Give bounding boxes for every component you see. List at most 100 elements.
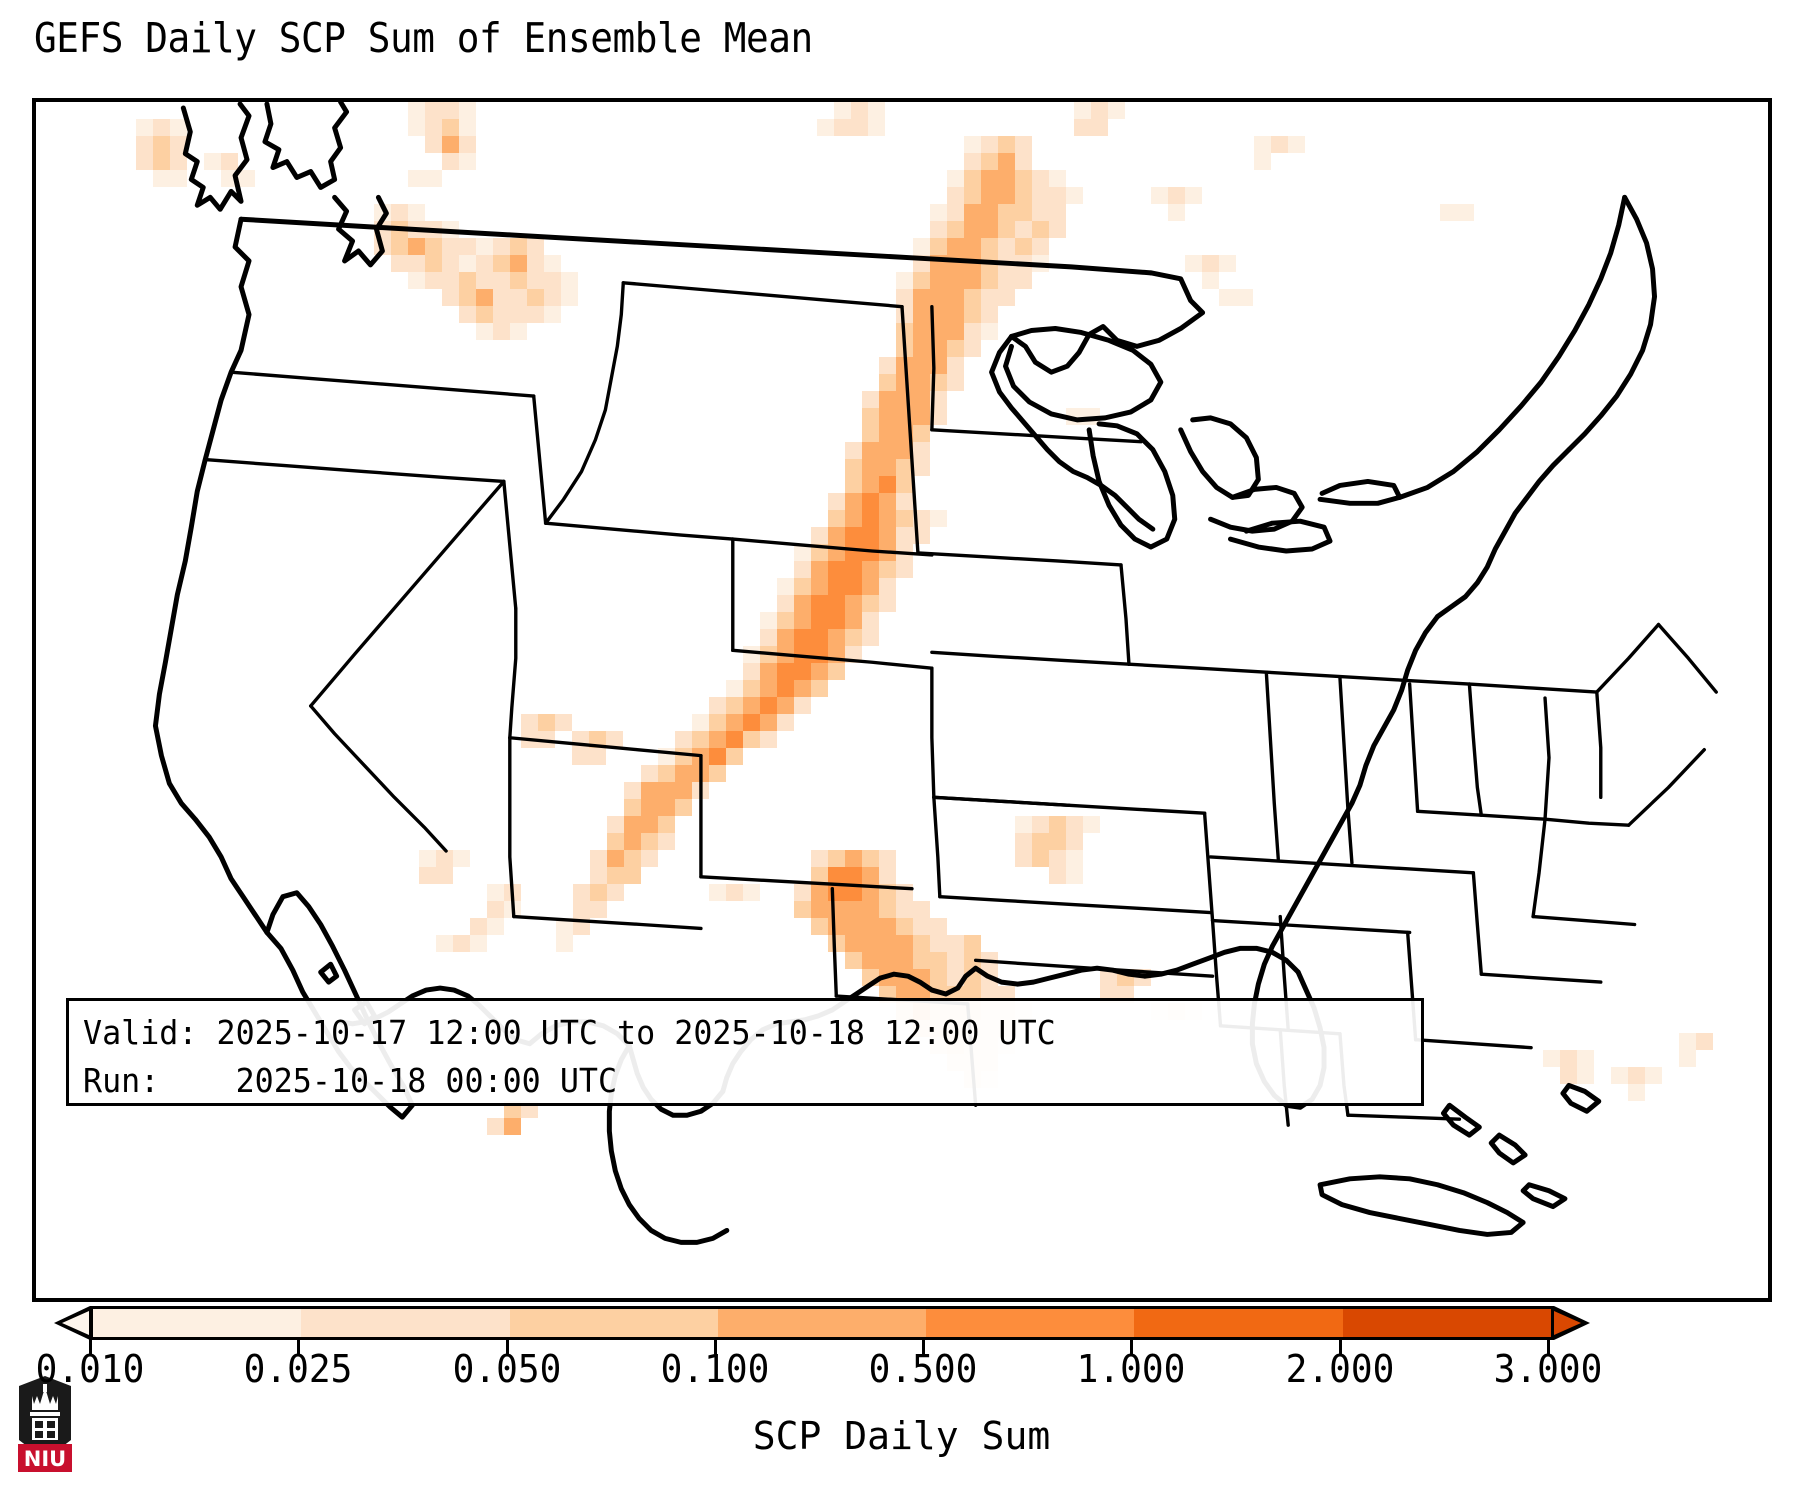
scp-grid-cell — [436, 850, 453, 867]
scp-grid-cell — [794, 561, 811, 578]
scp-grid-cell — [981, 153, 998, 170]
scp-grid-cell — [998, 289, 1015, 306]
scp-grid-cell — [510, 272, 527, 289]
scp-grid-cell — [981, 221, 998, 238]
colorbar-tick-0 — [89, 1337, 92, 1354]
scp-grid-cell — [828, 918, 845, 935]
scp-grid-cell — [1628, 1084, 1645, 1101]
scp-grid-cell — [1185, 255, 1202, 272]
scp-grid-cell — [1254, 153, 1271, 170]
scp-grid-cell — [811, 612, 828, 629]
scp-grid-cell — [1015, 153, 1032, 170]
scp-grid-cell — [794, 629, 811, 646]
scp-grid-cell — [777, 680, 794, 697]
scp-grid-cell — [879, 476, 896, 493]
scp-grid-cell — [862, 391, 879, 408]
scp-grid-cell — [862, 544, 879, 561]
scp-grid-cell — [391, 238, 408, 255]
scp-grid-cell — [726, 697, 743, 714]
scp-grid-cell — [811, 663, 828, 680]
scp-grid-cell — [391, 255, 408, 272]
scp-grid-cell — [675, 731, 692, 748]
run-time-line: Run: 2025-10-18 00:00 UTC — [83, 1061, 618, 1100]
scp-grid-cell — [811, 850, 828, 867]
scp-grid-cell — [425, 102, 442, 119]
scp-grid-cell — [794, 901, 811, 918]
scp-grid-cell — [811, 561, 828, 578]
scp-grid-cell — [896, 391, 913, 408]
scp-grid-cell — [760, 714, 777, 731]
scp-grid-cell — [1066, 187, 1083, 204]
scp-grid-cell — [1543, 1050, 1560, 1067]
scp-grid-cell — [476, 289, 493, 306]
scp-grid-cell — [964, 952, 981, 969]
scp-grid-cell — [476, 323, 493, 340]
scp-grid-cell — [1066, 816, 1083, 833]
colorbar[interactable] — [90, 1306, 1554, 1340]
scp-grid-cell — [1577, 1050, 1594, 1067]
scp-grid-cell — [930, 952, 947, 969]
scp-grid-cell — [1049, 204, 1066, 221]
scp-grid-cell — [845, 544, 862, 561]
scp-grid-cell — [459, 153, 476, 170]
scp-grid-cell — [573, 884, 590, 901]
colorbar-tick-label-3: 0.100 — [660, 1347, 770, 1391]
scp-grid-cell — [828, 527, 845, 544]
scp-grid-cell — [374, 238, 391, 255]
scp-grid-cell — [964, 340, 981, 357]
scp-grid-cell — [1151, 187, 1168, 204]
scp-grid-cell — [692, 748, 709, 765]
scp-grid-cell — [493, 323, 510, 340]
scp-grid-cell — [1015, 221, 1032, 238]
scp-grid-cell — [964, 187, 981, 204]
scp-grid-cell — [845, 629, 862, 646]
scp-grid-cell — [964, 323, 981, 340]
scp-grid-cell — [998, 255, 1015, 272]
scp-grid-cell — [794, 680, 811, 697]
scp-grid-cell — [1066, 833, 1083, 850]
scp-grid-cell — [896, 969, 913, 986]
scp-grid-cell — [572, 748, 589, 765]
scp-grid-cell — [425, 119, 442, 136]
scp-grid-cell — [493, 289, 510, 306]
scp-grid-cell — [964, 204, 981, 221]
scp-grid-cell — [709, 731, 726, 748]
scp-grid-cell — [794, 646, 811, 663]
scp-grid-cell — [1015, 816, 1032, 833]
scp-grid-cell — [1219, 255, 1236, 272]
scp-grid-cell — [777, 612, 794, 629]
scp-grid-cell — [561, 289, 578, 306]
scp-grid-cell — [930, 918, 947, 935]
scp-grid-cell — [964, 153, 981, 170]
colorbar-wrap — [0, 1298, 1803, 1358]
scp-grid-cell — [590, 850, 607, 867]
scp-grid-cell — [743, 884, 760, 901]
scp-grid-cell — [1219, 289, 1236, 306]
colorbar-extend-high-fill — [1554, 1311, 1581, 1335]
scp-grid-cell — [913, 306, 930, 323]
scp-grid-cell — [453, 935, 470, 952]
scp-grid-cell — [930, 408, 947, 425]
scp-grid-cell — [487, 1118, 504, 1135]
scp-grid-cell — [692, 782, 709, 799]
scp-grid-cell — [624, 833, 641, 850]
scp-grid-cell — [170, 136, 187, 153]
scp-grid-cell — [436, 935, 453, 952]
scp-grid-cell — [862, 408, 879, 425]
scp-grid-cell — [896, 510, 913, 527]
scp-grid-cell — [947, 272, 964, 289]
scp-grid-cell — [981, 204, 998, 221]
scp-grid-cell — [947, 323, 964, 340]
scp-grid-cell — [544, 306, 561, 323]
scp-grid-cell — [658, 765, 675, 782]
scp-grid-cell — [425, 255, 442, 272]
scp-grid-cell — [1679, 1033, 1696, 1050]
scp-grid-cell — [811, 544, 828, 561]
scp-grid-cell — [1032, 221, 1049, 238]
scp-grid-cell — [476, 272, 493, 289]
scp-grid-cell — [204, 153, 221, 170]
scp-grid-cell — [862, 850, 879, 867]
scp-grid-cell — [930, 510, 947, 527]
colorbar-tick-2 — [505, 1337, 509, 1354]
scp-grid-cell — [442, 221, 459, 238]
